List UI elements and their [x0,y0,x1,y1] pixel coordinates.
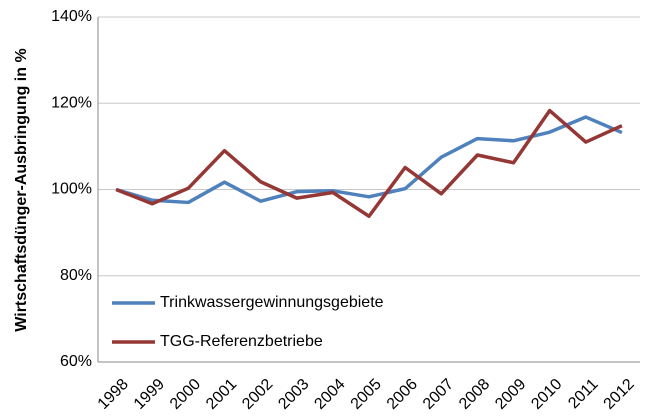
x-tick-label: 2012 [601,376,638,413]
y-tick-label: 100% [51,181,92,198]
x-tick-label: 2007 [420,376,457,413]
x-tick-label: 2010 [528,376,565,413]
series-line [115,115,623,205]
x-tick-label: 1999 [131,376,168,413]
x-tick-label: 2002 [239,376,276,413]
x-tick-label: 2011 [565,376,601,412]
x-tick-label: 2005 [348,376,385,413]
series-line [115,108,623,218]
x-tick-label: 2001 [203,376,240,413]
x-tick-label: 2006 [384,376,421,413]
y-axis-label: Wirtschaftsdünger-Ausbringung in % [13,48,30,331]
y-tick-label: 80% [60,267,92,284]
x-tick-label: 2000 [167,376,204,413]
x-tick-label: 2008 [456,376,493,413]
x-tick-label: 2004 [311,376,348,413]
x-tick-label: 2003 [275,376,312,413]
y-tick-label: 120% [51,94,92,111]
y-tick-label: 60% [60,353,92,370]
x-tick-label: 2009 [492,376,529,413]
legend-label: TGG-Referenzbetriebe [160,333,323,350]
x-tick-label: 1998 [95,376,132,413]
y-tick-label: 140% [51,8,92,25]
legend-label: Trinkwassergewinnungsgebiete [160,294,384,311]
